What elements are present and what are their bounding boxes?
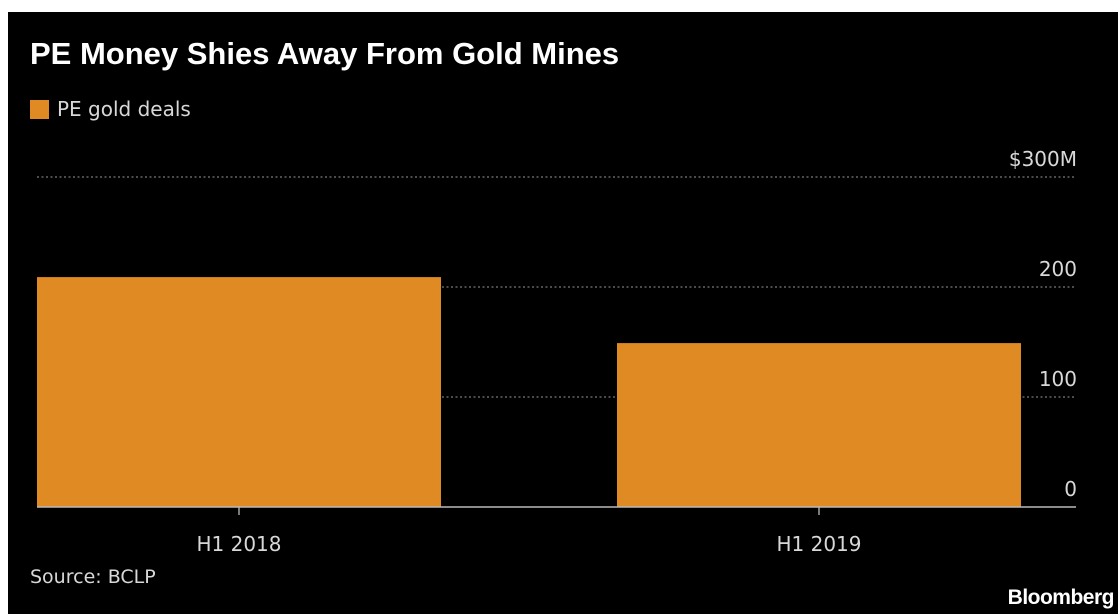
legend: PE gold deals <box>30 97 191 121</box>
legend-label: PE gold deals <box>57 97 191 121</box>
chart-title: PE Money Shies Away From Gold Mines <box>30 36 619 72</box>
y-tick-label-100: 100 <box>1039 367 1077 391</box>
x-tick-label: H1 2018 <box>196 532 281 556</box>
legend-swatch <box>30 100 49 119</box>
y-tick-label-0: 0 <box>1064 477 1077 501</box>
x-tick-label: H1 2019 <box>776 532 861 556</box>
y-tick-label-300: $300M <box>1009 147 1077 171</box>
bar-h1-2018 <box>37 277 441 507</box>
y-tick-label-200: 200 <box>1039 257 1077 281</box>
source-note: Source: BCLP <box>30 566 156 588</box>
bloomberg-logo: Bloomberg <box>1008 586 1114 610</box>
bar-h1-2019 <box>617 343 1021 507</box>
